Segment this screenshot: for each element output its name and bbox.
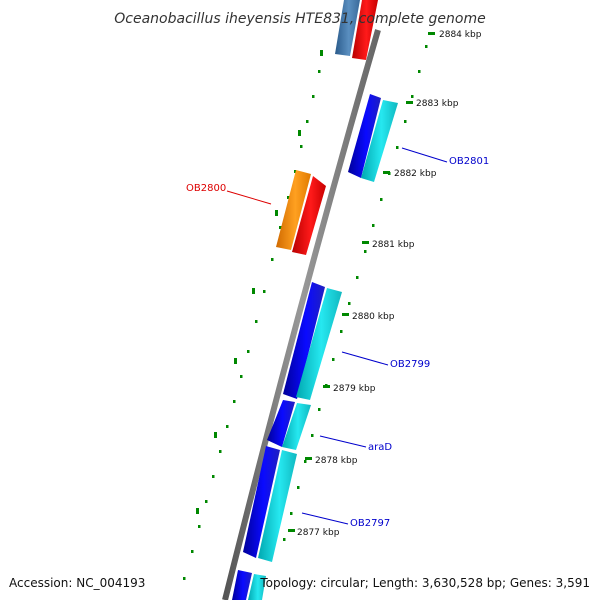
gene-ob2801-blue (348, 94, 381, 178)
gene-partial-steel (335, 0, 360, 56)
scale-track-inner (283, 45, 428, 541)
gene-ob2800-orange (276, 170, 311, 250)
scale-label-2877: 2877 kbp (297, 528, 340, 538)
accession-text: Accession: NC_004193 (9, 576, 145, 590)
scale-tick-marks (288, 32, 435, 532)
scale-track-outer-majors (196, 50, 323, 514)
gene-partial-red (352, 0, 378, 60)
scale-label-2879: 2879 kbp (333, 384, 376, 394)
scale-label-2881: 2881 kbp (372, 240, 415, 250)
gene-leader-lines (226, 147, 448, 525)
scale-label-2882: 2882 kbp (394, 169, 437, 179)
gene-label-ob2797[interactable]: OB2797 (350, 518, 390, 529)
gene-ob2799-blue (283, 282, 325, 399)
scale-label-2884: 2884 kbp (439, 30, 482, 40)
gene-ob2797-cyan (258, 450, 297, 562)
genome-title: Oceanobacillus iheyensis HTE831, complet… (114, 11, 485, 27)
gene-features (232, 0, 398, 600)
genome-info-text: Topology: circular; Length: 3,630,528 bp… (259, 576, 590, 590)
gene-label-arad[interactable]: araD (368, 442, 392, 453)
scale-labels: 2884 kbp 2883 kbp 2882 kbp 2881 kbp 2880… (297, 30, 482, 538)
genome-backbone (222, 29, 381, 601)
scale-label-2878: 2878 kbp (315, 456, 358, 466)
scale-label-2883: 2883 kbp (416, 99, 459, 109)
gene-ob2800-red (292, 176, 326, 255)
scale-track-outer (183, 70, 321, 580)
gene-labels: OB2801 OB2800 OB2799 araD OB2797 (186, 156, 489, 529)
gene-arad-blue (267, 400, 295, 447)
gene-partial-bottom-cyan (248, 574, 266, 600)
gene-partial-bottom-blue (232, 570, 252, 600)
gene-label-ob2799[interactable]: OB2799 (390, 359, 430, 370)
gene-ob2797-blue (243, 446, 280, 558)
gene-label-ob2800[interactable]: OB2800 (186, 183, 226, 194)
gene-ob2801-cyan (361, 100, 398, 182)
scale-label-2880: 2880 kbp (352, 312, 395, 322)
gene-label-ob2801[interactable]: OB2801 (449, 156, 489, 167)
gene-arad-cyan (282, 403, 311, 450)
gene-ob2799-cyan (296, 288, 342, 400)
